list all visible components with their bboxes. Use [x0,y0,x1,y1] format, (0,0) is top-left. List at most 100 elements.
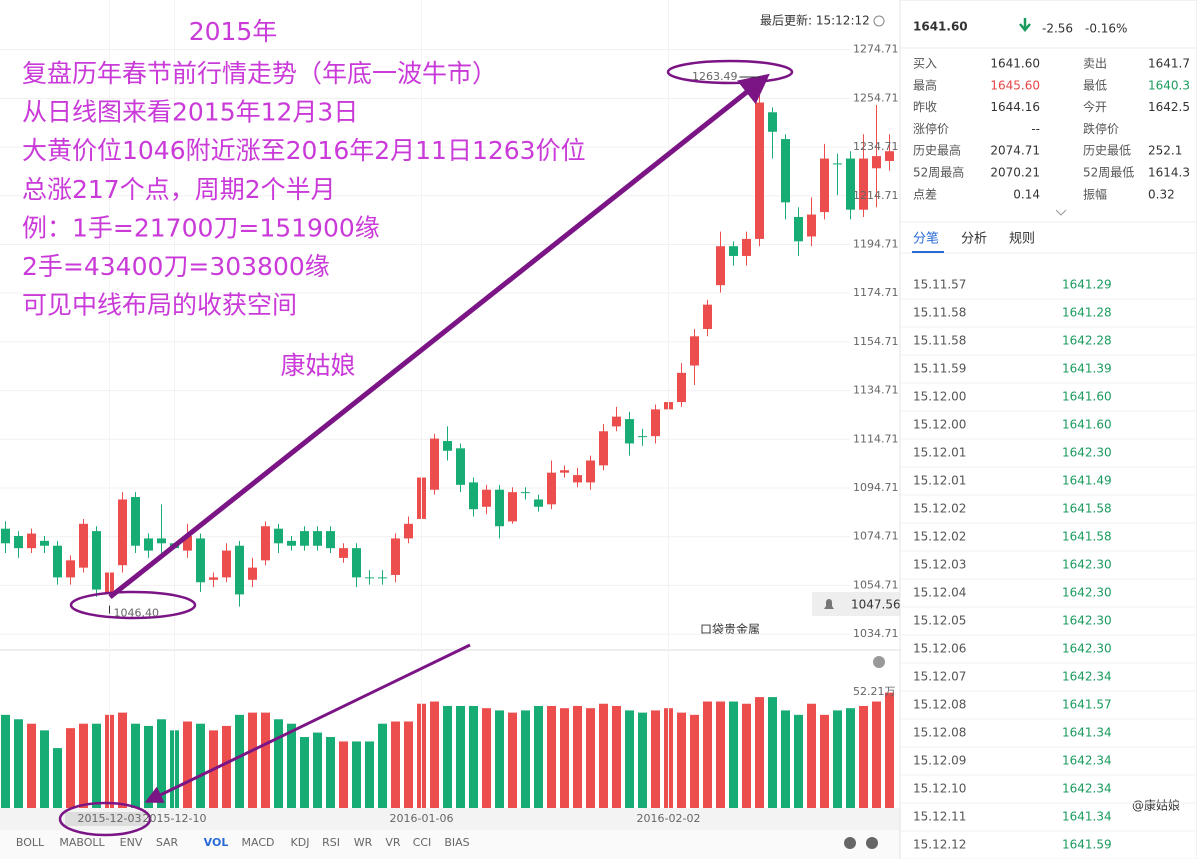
candle-body [495,489,504,527]
volume-bar [430,701,439,808]
volume-bar [768,697,777,808]
tick-time: 15.12.01 [913,446,966,460]
indicator-tab[interactable]: VR [385,836,401,849]
volume-bar [508,712,517,808]
candle-body [521,492,530,494]
bell-icon[interactable] [824,599,834,609]
volume-bar [586,708,595,808]
candle-body [183,535,192,551]
tick-time: 15.12.09 [913,754,966,768]
volume-bar [53,748,62,808]
indicator-tab[interactable]: ENV [120,836,143,849]
indicator-tab[interactable]: RSI [322,836,340,849]
volume-bar [118,712,127,808]
volume-bar [820,714,829,808]
volume-bar [287,723,296,808]
candle-body [313,531,322,546]
quote-label: 今开 [1083,99,1107,114]
tick-time: 15.11.57 [913,278,966,292]
volume-bar [404,721,413,808]
tick-time: 15.12.08 [913,698,966,712]
indicator-tab[interactable]: WR [354,836,373,849]
candle-body [729,246,738,256]
candle-body [885,151,894,161]
add-icon[interactable] [844,837,856,849]
quote-value: -- [1031,122,1040,136]
close-icon[interactable] [873,656,885,668]
tick-time: 15.12.11 [913,810,966,824]
quote-tab[interactable]: 分笔 [913,231,939,247]
expand-icon[interactable] [1055,209,1067,216]
candle-body [14,535,23,549]
volume-bar [482,708,491,808]
quote-label: 52周最高 [913,165,964,180]
candle-body [235,545,244,595]
candle-body [703,304,712,329]
y-tick-label: 1094.71 [853,481,899,494]
indicator-tab[interactable]: VOL [204,836,229,849]
indicator-tab[interactable]: SAR [156,836,179,849]
tick-price: 1641.57 [1062,698,1112,712]
quote-value: 2074.71 [990,144,1040,158]
tick-time: 15.11.58 [913,334,966,348]
tick-price: 1641.58 [1062,502,1112,516]
indicator-tab[interactable]: BIAS [444,836,469,849]
indicator-tab[interactable]: BOLL [16,836,45,849]
x-tick-label: 2016-02-02 [637,812,701,825]
tick-time: 15.12.04 [913,586,966,600]
refresh-icon[interactable] [873,15,885,27]
date-ellipse [58,801,152,837]
volume-bar [651,710,660,808]
volume-bar [677,712,686,808]
quote-tab[interactable]: 规则 [1009,232,1035,247]
volume-bar [378,723,387,808]
tick-price: 1641.34 [1062,726,1112,740]
volume-bar [846,708,855,808]
candle-body [807,214,816,237]
candle-body [287,540,296,546]
candle-body [92,531,101,590]
date-arrow [144,643,471,803]
y-tick-label: 1234.71 [853,140,899,153]
volume-bar [716,701,725,808]
tick-time: 15.11.58 [913,306,966,320]
volume-bar [183,721,192,808]
indicator-tab[interactable]: CCI [413,836,432,849]
quote-label: 历史最高 [913,143,961,158]
volume-bar [638,712,647,808]
tick-price: 1642.30 [1062,446,1112,460]
candle-body [443,441,452,451]
annotation-title: 2015年 [189,17,278,46]
tick-time: 15.12.02 [913,530,966,544]
volume-bar [469,705,478,808]
candle-body [755,102,764,239]
quote-tab[interactable]: 分析 [961,232,987,247]
candle-body [716,246,725,286]
y-tick-label: 1174.71 [853,286,899,299]
volume-bar [300,737,309,808]
watermark: @康姑娘 [1132,798,1180,813]
volume-bar [833,710,842,808]
indicator-tab[interactable]: KDJ [291,836,310,849]
indicator-tab[interactable]: MACD [242,836,275,849]
settings-icon[interactable] [866,837,878,849]
volume-bar [547,705,556,808]
quote-value: 1645.60 [990,78,1040,92]
candle-body [625,419,634,444]
tick-time: 15.11.59 [913,362,966,376]
candle-body [261,526,270,561]
candle-body [352,548,361,578]
y-tick-label: 1074.71 [853,530,899,543]
candle-body [872,156,881,169]
candle-body [378,577,387,579]
signature: 康姑娘 [280,351,355,380]
quote-value: 0.32 [1148,187,1175,201]
volume-bar [807,703,816,808]
tick-price: 1642.30 [1062,642,1112,656]
volume-bar [742,703,751,808]
quote-change: -2.56 [1042,22,1073,36]
indicator-tab[interactable]: MABOLL [59,836,105,849]
quote-label: 点差 [913,187,937,201]
